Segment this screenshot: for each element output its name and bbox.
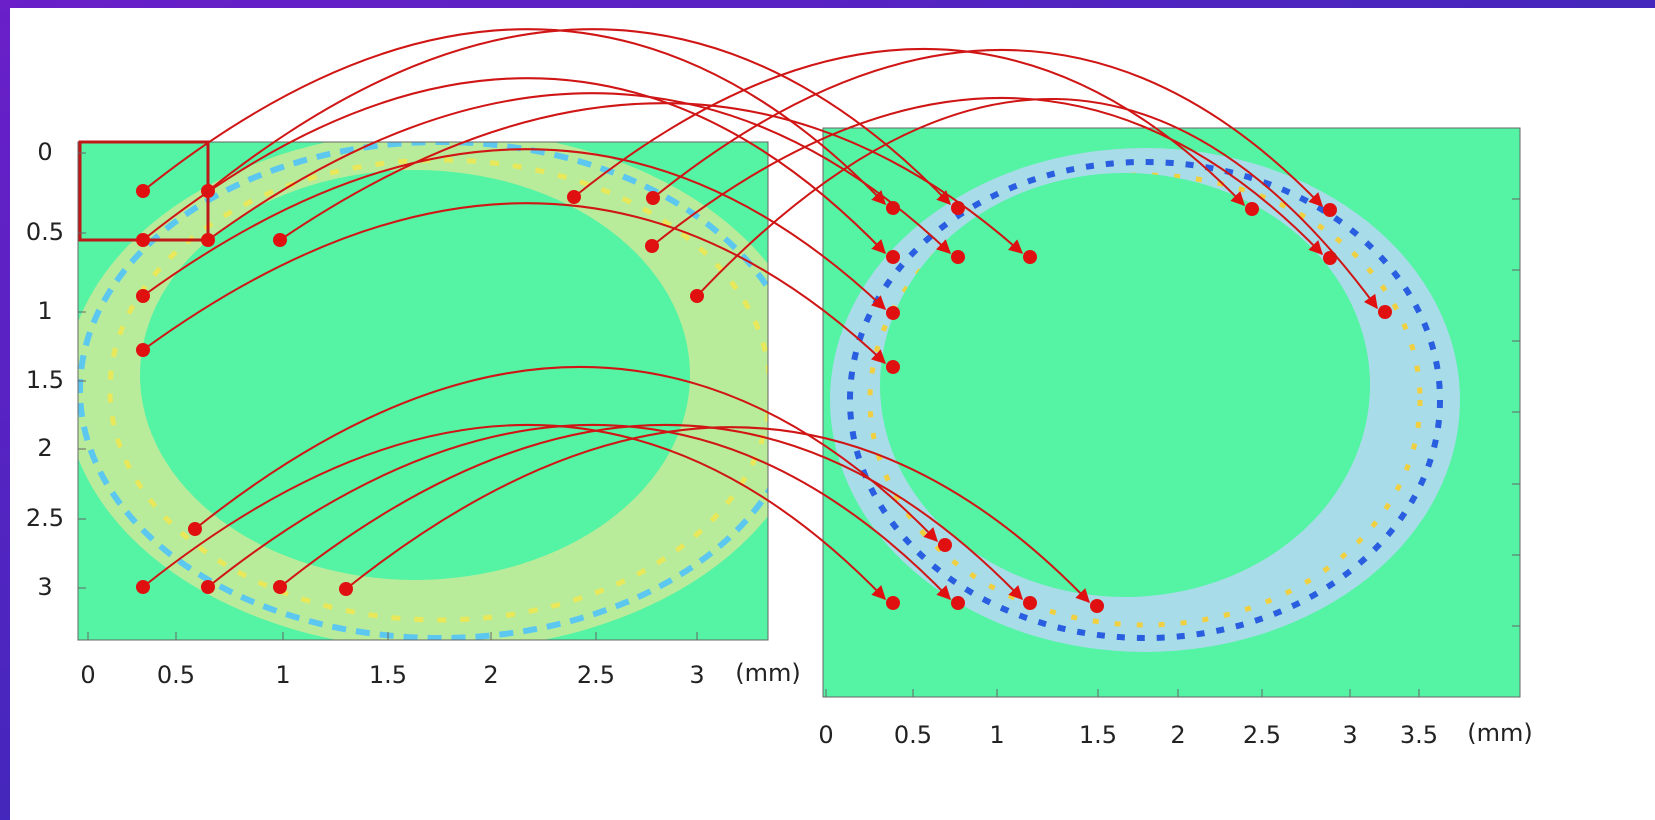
x-tick-label: 0 [818, 721, 833, 749]
arrow [573, 48, 1245, 207]
arrow [651, 97, 1323, 256]
left-frame [77, 141, 769, 641]
point [201, 233, 215, 247]
y-tick-label: 1 [37, 297, 52, 325]
point [567, 190, 581, 204]
y-tick-label: 0 [37, 138, 52, 166]
x-tick-label: 1.5 [369, 661, 407, 689]
point [646, 191, 660, 205]
x-tick-label: 1 [275, 661, 290, 689]
point [645, 239, 659, 253]
arrow [142, 423, 886, 601]
x-tick-label: 1.5 [1079, 721, 1117, 749]
point [938, 538, 952, 552]
point [886, 201, 900, 215]
y-tick-label: 1.5 [26, 366, 64, 394]
x-tick-label: 0.5 [894, 721, 932, 749]
point [1323, 251, 1337, 265]
arrow [279, 423, 1023, 601]
point [273, 233, 287, 247]
x-tick-label: 0.5 [157, 661, 195, 689]
point [136, 343, 150, 357]
y-tick-label: 2.5 [26, 504, 64, 532]
point [886, 306, 900, 320]
point [273, 580, 287, 594]
right-image [823, 128, 1520, 697]
point [188, 522, 202, 536]
arrow [207, 92, 952, 254]
point [1378, 305, 1392, 319]
point [136, 580, 150, 594]
x-unit: (mm) [735, 659, 800, 687]
correspondences [136, 28, 1392, 613]
arrow [696, 98, 1378, 310]
arrow [142, 202, 887, 364]
arrow [345, 426, 1090, 604]
point [951, 596, 965, 610]
point [1090, 599, 1104, 613]
point [136, 184, 150, 198]
x-tick-label: 2.5 [577, 661, 615, 689]
point [1023, 596, 1037, 610]
arrow [652, 49, 1323, 208]
y-tick-label: 3 [37, 573, 52, 601]
point [1023, 250, 1037, 264]
arrow [194, 365, 938, 543]
point [951, 250, 965, 264]
x-tick-label: 2.5 [1243, 721, 1281, 749]
x-unit: (mm) [1467, 719, 1532, 747]
arrow [207, 28, 951, 206]
point [136, 233, 150, 247]
x-tick-label: 0 [80, 661, 95, 689]
y-tick-label: 2 [37, 434, 52, 462]
point [886, 250, 900, 264]
point [339, 582, 353, 596]
x-tick-label: 2 [1170, 721, 1185, 749]
arrow [279, 102, 1024, 254]
point [201, 580, 215, 594]
x-tick-label: 3 [1342, 721, 1357, 749]
arrow [207, 423, 951, 601]
x-tick-label: 3.5 [1400, 721, 1438, 749]
arrow [142, 148, 887, 310]
y-tick-label: 0.5 [26, 218, 64, 246]
x-tick-label: 2 [483, 661, 498, 689]
left-image [78, 142, 768, 640]
arrow [142, 77, 886, 255]
point [1323, 203, 1337, 217]
point [690, 289, 704, 303]
point [136, 289, 150, 303]
point [1245, 202, 1259, 216]
x-tick-label: 3 [689, 661, 704, 689]
point [886, 596, 900, 610]
point [886, 360, 900, 374]
x-tick-label: 1 [989, 721, 1004, 749]
